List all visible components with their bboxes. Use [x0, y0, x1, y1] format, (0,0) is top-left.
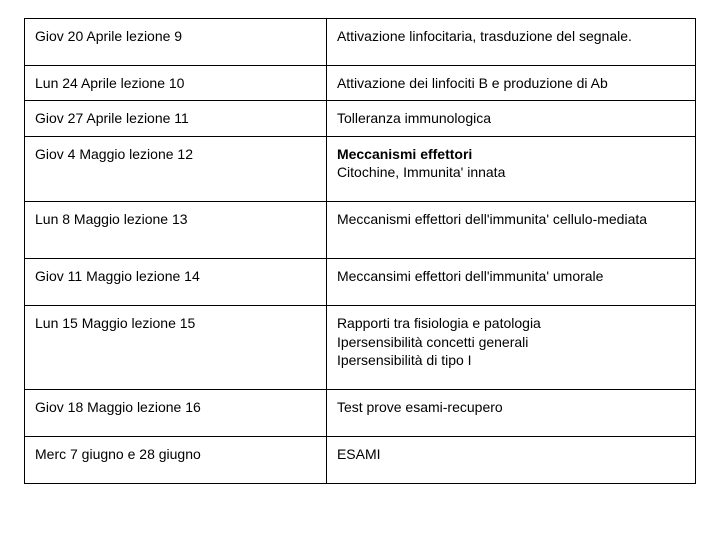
- date-cell: Merc 7 giugno e 28 giugno: [25, 437, 327, 484]
- topic-cell: Tolleranza immunologica: [326, 101, 695, 136]
- date-cell: Lun 8 Maggio lezione 13: [25, 201, 327, 258]
- topic-cell: Meccanismi effettori Citochine, Immunita'…: [326, 136, 695, 201]
- table-row: Giov 20 Aprile lezione 9Attivazione linf…: [25, 19, 696, 66]
- table-row: Merc 7 giugno e 28 giugnoESAMI: [25, 437, 696, 484]
- page: Giov 20 Aprile lezione 9Attivazione linf…: [0, 0, 720, 502]
- schedule-table: Giov 20 Aprile lezione 9Attivazione linf…: [24, 18, 696, 484]
- date-cell: Giov 20 Aprile lezione 9: [25, 19, 327, 66]
- table-row: Giov 11 Maggio lezione 14Meccansimi effe…: [25, 259, 696, 306]
- topic-cell: Meccanismi effettori dell'immunita' cell…: [326, 201, 695, 258]
- table-row: Lun 8 Maggio lezione 13Meccanismi effett…: [25, 201, 696, 258]
- table-row: Giov 27 Aprile lezione 11Tolleranza immu…: [25, 101, 696, 136]
- topic-line: Ipersensibilità di tipo I: [337, 352, 472, 368]
- table-row: Lun 15 Maggio lezione 15Rapporti tra fis…: [25, 306, 696, 390]
- topic-line: Rapporti tra fisiologia e patologia: [337, 315, 541, 331]
- topic-cell: Attivazione linfocitaria, trasduzione de…: [326, 19, 695, 66]
- date-cell: Lun 24 Aprile lezione 10: [25, 66, 327, 101]
- topic-subtitle: Citochine, Immunita' innata: [337, 164, 505, 180]
- topic-cell: ESAMI: [326, 437, 695, 484]
- table-row: Giov 4 Maggio lezione 12Meccanismi effet…: [25, 136, 696, 201]
- table-row: Giov 18 Maggio lezione 16Test prove esam…: [25, 389, 696, 436]
- date-cell: Giov 18 Maggio lezione 16: [25, 389, 327, 436]
- date-cell: Lun 15 Maggio lezione 15: [25, 306, 327, 390]
- topic-cell: Rapporti tra fisiologia e patologia Ipers…: [326, 306, 695, 390]
- date-cell: Giov 27 Aprile lezione 11: [25, 101, 327, 136]
- topic-cell: Attivazione dei linfociti B e produzione…: [326, 66, 695, 101]
- topic-title: Meccanismi effettori: [337, 146, 472, 162]
- topic-cell: Meccansimi effettori dell'immunita' umor…: [326, 259, 695, 306]
- topic-line: Ipersensibilità concetti generali: [337, 334, 528, 350]
- date-cell: Giov 11 Maggio lezione 14: [25, 259, 327, 306]
- date-cell: Giov 4 Maggio lezione 12: [25, 136, 327, 201]
- table-row: Lun 24 Aprile lezione 10Attivazione dei …: [25, 66, 696, 101]
- topic-cell: Test prove esami-recupero: [326, 389, 695, 436]
